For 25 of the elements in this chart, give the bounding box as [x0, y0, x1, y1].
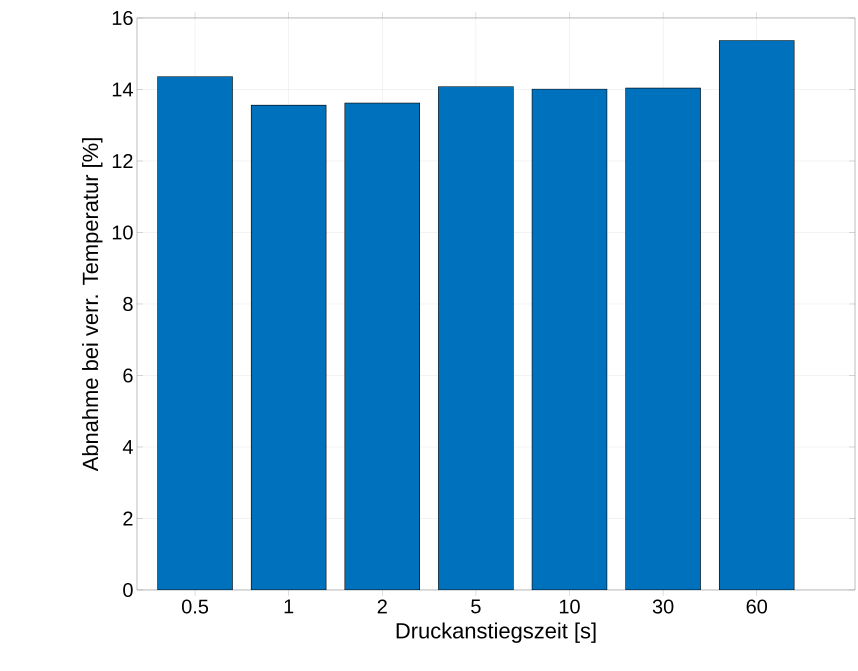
bar: [344, 102, 420, 590]
y-tick-label: 0: [123, 582, 133, 598]
y-tick-label: 16: [112, 10, 133, 26]
bar: [532, 88, 608, 590]
bar: [625, 88, 701, 590]
x-tick-label: 1: [284, 600, 294, 614]
y-tick-label: 14: [112, 82, 133, 96]
y-axis-title: Abnahme bei verr. Temperatur [%]: [82, 138, 102, 472]
x-tick-label: 30: [652, 600, 674, 614]
x-tick-label: 2: [378, 600, 387, 614]
bar: [157, 76, 233, 590]
x-axis-title: Druckanstiegszeit [s]: [396, 622, 596, 643]
x-tick-label: 10: [560, 600, 580, 614]
x-tick-label: 0.5: [182, 600, 208, 614]
x-tick-label: 5: [471, 600, 481, 614]
y-tick-label: 2: [123, 512, 132, 526]
y-tick-label: 4: [122, 440, 133, 454]
y-tick-label: 12: [112, 154, 132, 168]
y-tick-label: 8: [123, 296, 133, 312]
bar: [718, 40, 794, 590]
y-tick-label: 6: [123, 368, 133, 383]
x-tick-label: 60: [746, 600, 768, 614]
y-tick-label: 10: [112, 225, 133, 240]
bar: [250, 104, 326, 590]
bar: [438, 86, 514, 590]
